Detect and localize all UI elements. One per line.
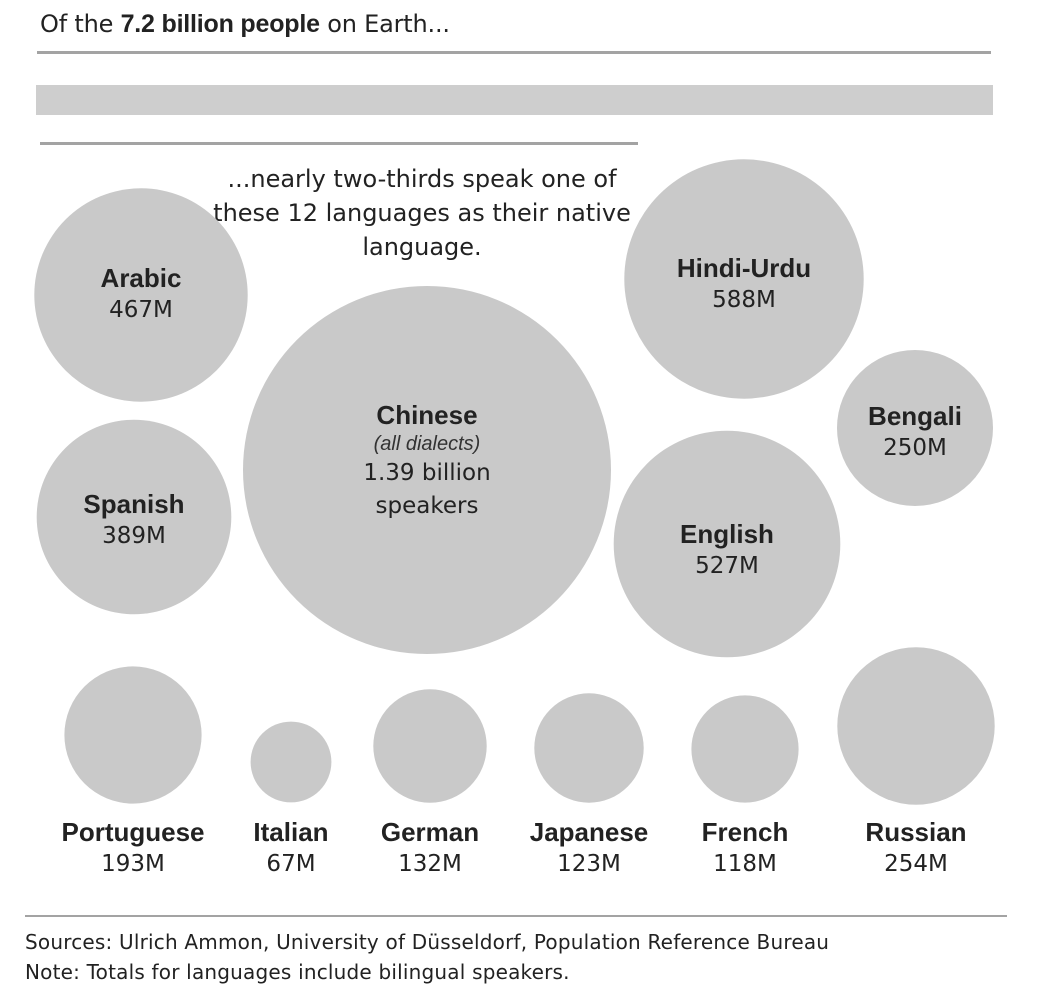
label-bengali: Bengali 250M — [868, 400, 962, 465]
language-qualifier: (all dialects) — [373, 433, 481, 455]
bubble-arabic — [34, 188, 248, 402]
speaker-count: 132M — [398, 851, 462, 877]
top-rule — [37, 51, 991, 54]
language-name: Arabic — [100, 263, 182, 293]
label-german: German 132M — [381, 816, 479, 881]
sources-text: Sources: Ulrich Ammon, University of Düs… — [25, 930, 830, 954]
bubble-bengali — [837, 350, 993, 506]
note-text: Note: Totals for languages include bilin… — [25, 960, 570, 984]
speaker-count: 193M — [101, 851, 165, 877]
label-spanish: Spanish 389M — [83, 488, 184, 553]
bubble-chinese — [243, 286, 611, 654]
language-name: Italian — [253, 817, 329, 847]
bubble-russian — [837, 647, 995, 805]
language-name: Spanish — [83, 489, 185, 519]
bubble-english — [613, 430, 841, 658]
footer: Sources: Ulrich Ammon, University of Düs… — [25, 927, 829, 987]
language-name: Japanese — [529, 817, 649, 847]
subheadline: ...nearly two-thirds speak one of these … — [213, 165, 631, 261]
population-bar — [36, 85, 993, 115]
bubble-spanish — [36, 419, 232, 615]
label-english: English 527M — [680, 518, 774, 583]
speaker-count: 254M — [884, 851, 948, 877]
label-french: French 118M — [702, 816, 789, 881]
language-name: Hindi-Urdu — [676, 253, 812, 283]
language-name: English — [680, 519, 774, 549]
speaker-count: 118M — [713, 851, 777, 877]
headline-prefix: Of the — [40, 10, 114, 38]
bubble-french — [691, 695, 799, 803]
speaker-count: 1.39 billion speakers — [363, 460, 491, 519]
headline: Of the 7.2 billion people on Earth... — [40, 10, 450, 39]
bubble-hindi-urdu — [624, 159, 864, 399]
label-portuguese: Portuguese 193M — [61, 816, 204, 881]
label-japanese: Japanese 123M — [530, 816, 649, 881]
language-name: Chinese — [376, 400, 478, 430]
language-name: German — [380, 817, 480, 847]
label-russian: Russian 254M — [865, 816, 966, 881]
footer-rule — [25, 915, 1007, 917]
language-name: Bengali — [868, 401, 962, 431]
speaker-count: 250M — [883, 435, 947, 461]
speaker-count: 123M — [557, 851, 621, 877]
language-name: French — [701, 817, 789, 847]
speaker-count: 467M — [109, 297, 173, 323]
bubble-german — [373, 689, 487, 803]
language-name: Russian — [865, 817, 967, 847]
headline-suffix: on Earth... — [327, 10, 450, 38]
bubble-italian — [250, 721, 332, 803]
speaker-count: 588M — [712, 287, 776, 313]
bubble-japanese — [534, 693, 644, 803]
speaker-count: 527M — [695, 553, 759, 579]
label-chinese: Chinese (all dialects) 1.39 billion speake… — [337, 399, 517, 523]
label-hindi-urdu: Hindi-Urdu 588M — [677, 252, 811, 317]
two-thirds-rule — [40, 142, 638, 145]
speaker-count: 389M — [102, 523, 166, 549]
label-italian: Italian 67M — [253, 816, 328, 881]
bubble-portuguese — [64, 666, 202, 804]
language-name: Portuguese — [61, 817, 205, 847]
speaker-count: 67M — [266, 851, 316, 877]
label-arabic: Arabic 467M — [101, 262, 182, 327]
headline-highlight: 7.2 billion people — [120, 10, 320, 38]
